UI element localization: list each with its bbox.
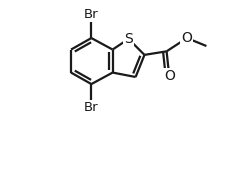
Text: Br: Br: [84, 8, 99, 21]
Text: Br: Br: [84, 101, 99, 115]
Text: O: O: [164, 69, 175, 83]
Text: O: O: [182, 31, 192, 45]
Text: S: S: [124, 32, 133, 46]
